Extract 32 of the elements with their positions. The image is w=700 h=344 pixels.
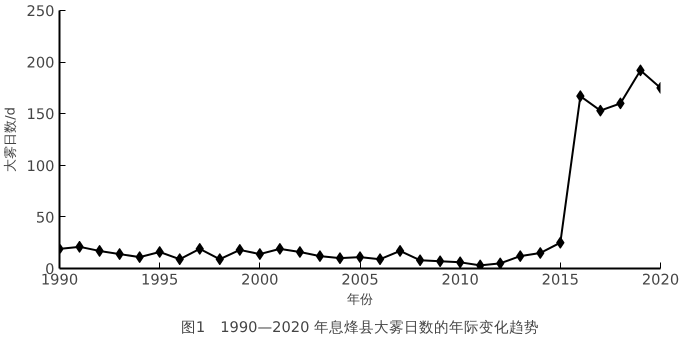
- x-tick-label: 1995: [141, 272, 178, 288]
- x-tick-label: 2015: [542, 272, 579, 288]
- point: [276, 242, 284, 255]
- x-tick-label: 2005: [341, 272, 379, 288]
- point: [416, 254, 424, 266]
- x-tick-label: 2000: [241, 272, 278, 288]
- point: [95, 244, 104, 257]
- x-tick-label: 2010: [442, 272, 479, 288]
- point: [296, 246, 304, 258]
- y-tick-label: 150: [26, 106, 55, 124]
- caption: 图1 1990—2020 年息烽县大雾日数的年际变化趋势: [180, 319, 540, 336]
- point: [376, 253, 384, 266]
- y-tick-label: 200: [26, 54, 55, 72]
- point: [316, 250, 324, 262]
- y-axis-title: 大雾日数/d: [4, 107, 19, 172]
- point: [336, 252, 344, 264]
- point: [135, 251, 144, 264]
- point: [616, 97, 625, 110]
- point: [436, 255, 444, 268]
- y-tick-label: 50: [36, 209, 55, 226]
- point: [356, 251, 364, 264]
- x-axis-title: 年份: [347, 292, 373, 308]
- point: [636, 64, 645, 76]
- point: [496, 257, 504, 268]
- point: [75, 240, 84, 253]
- point: [115, 248, 124, 260]
- y-tick-label: 100: [26, 158, 55, 175]
- y-tick-label: 250: [26, 3, 55, 20]
- point: [396, 244, 404, 257]
- point: [576, 90, 585, 102]
- x-tick-label: 2020: [642, 272, 680, 288]
- point: [596, 104, 605, 117]
